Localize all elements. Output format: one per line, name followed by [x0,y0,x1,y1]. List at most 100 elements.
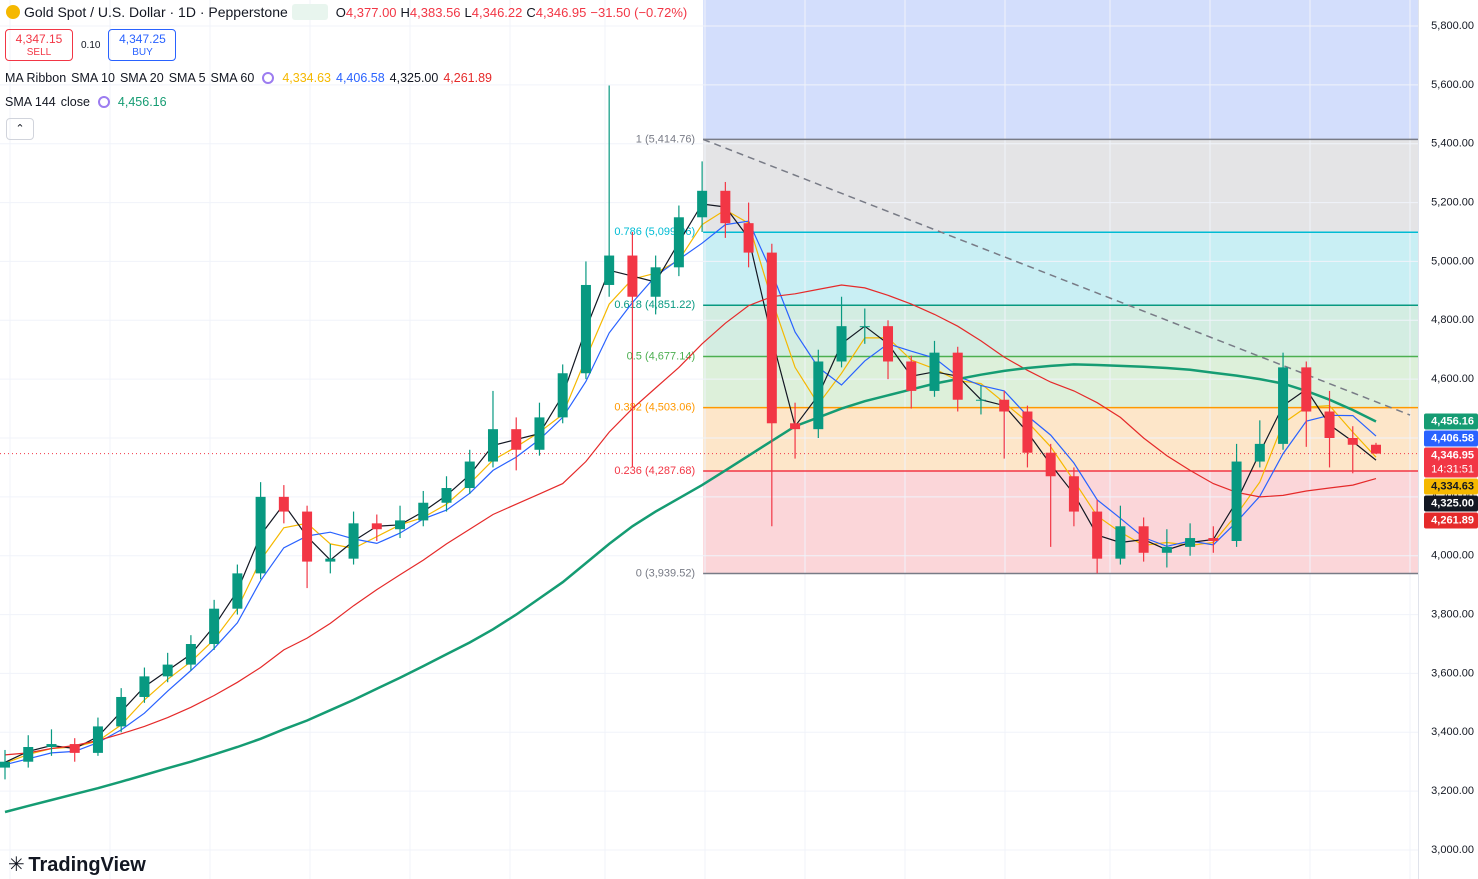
y-tick-label: 5,600.00 [1431,79,1474,91]
candle-body [1068,476,1079,512]
legend-value: 4,406.58 [336,71,385,85]
candle-body [139,676,150,697]
symbol-icon [6,5,20,19]
candle-body [580,284,591,374]
candle-body [0,761,10,768]
candle-body [1185,538,1196,547]
y-tick-label: 3,600.00 [1431,667,1474,679]
ohlc-value: 4,346.95 [535,4,587,20]
legend-value: 4,334.63 [282,71,331,85]
candle-body [557,373,568,418]
fib-zone [703,232,1418,306]
candle-body [906,361,917,391]
candle-body [836,326,847,362]
candle-body [604,255,615,285]
y-tick-label: 5,200.00 [1431,196,1474,208]
price-tag-text: 4,334.63 [1431,480,1474,492]
price-tag-text: 4,406.58 [1431,432,1474,444]
legend-name: SMA 20 [119,71,164,85]
collapse-button[interactable]: ⌃ [6,118,34,140]
fib-label: 0 (3,939.52) [636,567,695,579]
price-tag [1424,413,1478,430]
price-tag-text: 4,325.00 [1431,497,1474,509]
candle-body [1138,526,1149,553]
candle-body [952,352,963,400]
grid [0,0,1418,879]
candle-body [185,644,196,665]
logo-mark: ✳ [8,854,25,876]
candle-body [255,496,266,574]
candle-body [999,399,1010,412]
ma-line [4,363,1377,814]
candle-body [1371,444,1381,454]
candle-body [325,558,336,562]
candle-body [627,255,638,297]
y-tick-label: 3,200.00 [1431,785,1474,797]
sma144-legend[interactable]: SMA 144 close 4,456.16 [5,95,167,109]
candle-body [650,267,661,297]
fib-label: 0.382 (4,503.06) [614,402,695,414]
buy-label: BUY [132,47,153,58]
buy-button[interactable]: 4,347.25 BUY [108,29,177,61]
fib-zone [703,305,1418,357]
price-tag [1424,512,1478,529]
y-tick-label: 5,800.00 [1431,20,1474,32]
candle-body [1022,411,1033,453]
legend-value: 4,325.00 [389,71,439,85]
legend-value: 4,261.89 [443,71,493,85]
symbol-header: Gold Spot / U.S. Dollar · 1D · Peppersto… [6,4,687,20]
sell-button[interactable]: 4,347.15 SELL [5,29,73,61]
candle-body [395,520,406,530]
buy-price: 4,347.25 [119,32,166,46]
price-tag-text: 4,346.95 [1431,449,1474,461]
symbol-title[interactable]: Gold Spot / U.S. Dollar · 1D · Peppersto… [24,4,288,20]
ohlc-value: 4,377.00 [345,4,397,20]
candle-body [464,461,475,489]
candle-body [1231,461,1242,541]
candle-body [46,744,57,747]
candle-body [348,523,359,559]
settings-icon[interactable] [97,96,110,108]
status-badge[interactable] [291,4,328,20]
ohlc: O4,377.00 H4,383.56 L4,346.22 C4,346.95 [332,5,587,20]
candle-body [232,573,243,609]
price-tag [1424,478,1478,495]
ohlc-key: H [400,4,410,20]
candle-body [673,217,684,268]
y-tick-label: 3,000.00 [1431,844,1474,856]
ohlc-key: O [335,4,346,20]
candle-body [720,190,731,224]
ohlc-key: L [464,4,472,20]
legend-value: 4,456.16 [117,95,167,109]
candle-body [23,747,34,762]
candle-body [116,696,127,727]
y-tick-label: 5,400.00 [1431,138,1474,150]
y-tick-label: 3,400.00 [1431,726,1474,738]
legend-name: SMA 60 [210,71,255,85]
price-tag [1424,495,1478,512]
candle-body [162,664,173,677]
ma-line [4,284,1377,756]
candle-body [743,223,754,253]
candle-body [1092,511,1103,559]
settings-icon[interactable] [262,72,275,84]
spread: 0.10 [81,39,101,51]
candle-body [1045,452,1056,477]
ohlc-value: 4,383.56 [409,4,461,20]
price-tag-text: 4,456.16 [1431,415,1474,427]
legend-name: SMA 144 [5,95,56,109]
countdown-text: 14:31:51 [1431,463,1474,475]
legend-name: SMA 10 [71,71,115,85]
brand-logo: ✳ TradingView [8,852,146,877]
sell-label: SELL [26,47,52,58]
candle-body [1115,526,1126,559]
sell-price: 4,347.15 [15,32,63,46]
ribbon-legend[interactable]: MA Ribbon SMA 10 SMA 20 SMA 5 SMA 60 4,3… [5,71,492,85]
candle-body [69,744,80,753]
y-tick-label: 5,000.00 [1431,255,1474,267]
candle-body [1278,367,1289,444]
candle-body [929,352,940,391]
price-tag-text: 4,261.89 [1431,514,1474,526]
